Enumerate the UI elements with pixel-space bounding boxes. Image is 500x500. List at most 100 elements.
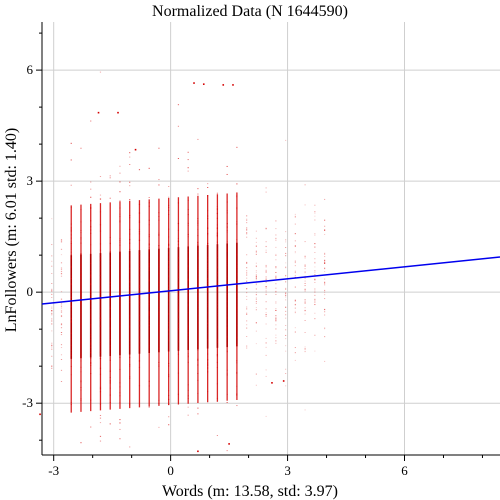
scatter-point [216, 435, 219, 436]
scatter-point [70, 237, 72, 239]
scatter-point [119, 181, 121, 183]
scatter-point [246, 281, 248, 282]
scatter-point [129, 281, 131, 283]
scatter-point [216, 339, 219, 341]
scatter-point [187, 354, 189, 356]
scatter-point [323, 314, 326, 316]
scatter-point [148, 306, 150, 308]
scatter-point [207, 218, 209, 219]
scatter-point [236, 268, 238, 270]
scatter-point [168, 300, 170, 302]
scatter-point [246, 313, 248, 315]
scatter-point [99, 307, 102, 309]
scatter-point [148, 290, 150, 292]
scatter-point [99, 224, 102, 226]
scatter-point [138, 169, 141, 171]
scatter-point [158, 403, 160, 405]
scatter-point [265, 323, 267, 325]
scatter-point [148, 202, 150, 204]
scatter-point [314, 215, 316, 217]
scatter-point [80, 291, 82, 293]
scatter-point [158, 257, 160, 259]
scatter-point [304, 275, 306, 277]
scatter-point [177, 328, 180, 330]
scatter-point [51, 273, 53, 274]
scatter-point [275, 337, 277, 339]
scatter-point [304, 309, 306, 311]
scatter-point [109, 308, 111, 310]
scatter-point [207, 233, 209, 235]
scatter-point [99, 275, 102, 277]
scatter-point [148, 313, 150, 314]
scatter-point [226, 248, 228, 250]
y-tick-label: 6 [27, 62, 34, 77]
scatter-point [275, 267, 277, 269]
point-column [314, 204, 316, 352]
scatter-point [265, 308, 267, 310]
scatter-point [60, 323, 63, 325]
scatter-point [207, 305, 209, 307]
y-tick-label: -3 [22, 395, 33, 410]
scatter-point [129, 325, 131, 327]
scatter-point [285, 338, 287, 340]
scatter-point [138, 299, 141, 301]
scatter-point [275, 266, 277, 268]
scatter-point [70, 317, 72, 319]
scatter-point [285, 266, 287, 268]
scatter-point [109, 317, 111, 319]
scatter-point [216, 257, 219, 258]
scatter-point [109, 236, 111, 238]
scatter-point [323, 298, 326, 300]
scatter-point [129, 376, 131, 378]
point-column [99, 71, 102, 442]
scatter-point [265, 415, 267, 417]
scatter-point [323, 278, 326, 280]
scatter-point [216, 366, 219, 368]
scatter-point [255, 230, 257, 232]
scatter-point [119, 428, 121, 430]
scatter-point [119, 317, 121, 318]
scatter-point [168, 196, 170, 198]
scatter-point [109, 297, 111, 299]
scatter-point [314, 246, 316, 248]
scatter-point [197, 322, 199, 324]
scatter-point [90, 244, 92, 246]
scatter-point [314, 318, 316, 320]
scatter-point [236, 266, 238, 268]
scatter-point [207, 284, 209, 286]
scatter-point [80, 277, 82, 279]
scatter-point [99, 260, 102, 262]
outlier-point [97, 111, 100, 114]
scatter-point [255, 288, 257, 290]
scatter-point [51, 311, 53, 313]
scatter-point [148, 236, 150, 238]
scatter-point [323, 328, 326, 330]
scatter-point [109, 295, 111, 297]
scatter-point [109, 348, 111, 350]
scatter-point [158, 337, 160, 339]
scatter-point [255, 251, 257, 252]
scatter-point [216, 272, 219, 274]
scatter-point [304, 277, 306, 279]
scatter-point [294, 270, 296, 272]
scatter-point [314, 266, 316, 268]
scatter-point [158, 307, 160, 309]
scatter-point [265, 241, 267, 243]
scatter-point [177, 324, 180, 326]
scatter-point [148, 244, 150, 246]
scatter-point [138, 325, 141, 327]
scatter-point [207, 245, 209, 247]
scatter-point [70, 374, 72, 376]
scatter-point [216, 266, 219, 268]
scatter-point [236, 325, 238, 327]
point-column [304, 184, 306, 411]
scatter-point [197, 257, 199, 259]
scatter-point [129, 152, 131, 154]
scatter-point [246, 274, 248, 276]
scatter-point [187, 352, 189, 354]
scatter-point [60, 239, 63, 240]
scatter-point [246, 229, 248, 231]
scatter-point [187, 170, 189, 172]
outlier-point [197, 450, 199, 453]
scatter-point [177, 329, 180, 331]
